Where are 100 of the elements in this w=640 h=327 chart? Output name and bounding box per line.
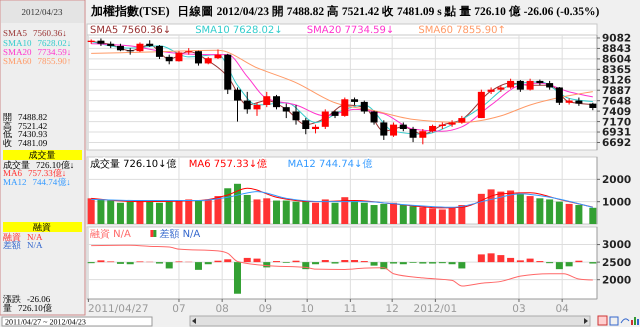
bar	[88, 198, 95, 224]
bar	[478, 254, 485, 262]
chart-subtitle: 日線圖 2012/04/23 開 7488.82 高 7521.42 收 7481.09 s 點 量 726.10 億 -26.06 (-0.35%)	[178, 4, 600, 18]
candlestick	[273, 94, 280, 110]
candlestick	[516, 80, 524, 92]
y-tick-label: 9082	[602, 32, 632, 45]
x-tick-label: 2012/01	[414, 303, 458, 315]
bar	[234, 184, 241, 224]
series-label: 融資 N/A	[90, 228, 132, 240]
bar	[282, 200, 290, 224]
x-tick-label: 09	[258, 303, 272, 315]
bar	[516, 194, 524, 224]
candlestick	[254, 102, 260, 116]
text: 2011/04/27 ~ 2012/04/23	[5, 318, 86, 326]
x-tick-label: 10	[300, 303, 314, 315]
bar	[448, 207, 456, 224]
bar	[526, 258, 534, 262]
text: 低 7430.93	[3, 129, 48, 139]
bar	[224, 188, 232, 224]
bar	[185, 199, 192, 224]
candlestick	[410, 126, 417, 143]
candlestick	[263, 91, 270, 108]
y-tick-label: 2500	[602, 256, 632, 269]
candlestick	[175, 50, 182, 62]
bar	[390, 202, 398, 224]
candlestick	[341, 97, 348, 118]
bar	[254, 258, 260, 262]
bar	[97, 199, 104, 224]
text: 量 726.10億	[3, 303, 52, 313]
bar	[429, 208, 436, 224]
x-tick-label: 07	[172, 303, 186, 315]
bar	[146, 202, 154, 224]
text: MA6 757.33億↓	[3, 168, 66, 178]
text: MA6 757.33↓億	[188, 158, 268, 170]
bar	[438, 209, 446, 224]
candlestick	[322, 108, 329, 130]
bar	[370, 205, 378, 224]
y-tick-label: 6931	[602, 126, 632, 139]
y-tick-label: 2000	[602, 174, 632, 186]
bar	[351, 200, 358, 224]
bar	[322, 199, 329, 224]
text: SMA10 7628.02↓	[195, 25, 283, 36]
text: SMA60 7855.90↑	[3, 56, 72, 66]
chart-title: 加權指數(TSE)	[91, 4, 170, 18]
bar	[507, 190, 514, 224]
candlestick	[156, 44, 163, 60]
bar	[370, 262, 378, 266]
text: 高 7521.42	[3, 121, 48, 131]
text: SMA20 7734.59↓	[3, 47, 72, 57]
y-tick-label: 2000	[602, 274, 632, 286]
candlestick	[370, 110, 378, 126]
bar	[292, 202, 300, 224]
x-tick-label: 08	[215, 303, 229, 315]
text: SMA20 7734.59↓	[306, 25, 394, 36]
line-series	[90, 188, 594, 208]
bar	[341, 197, 348, 224]
text: MA12 744.74↓億	[288, 158, 372, 170]
candlestick	[244, 91, 251, 114]
line-series	[90, 191, 594, 208]
bar	[380, 204, 388, 224]
candlestick	[507, 78, 514, 90]
candlestick	[234, 86, 241, 122]
bar	[312, 202, 320, 224]
text: SMA5 7560.36↓	[3, 28, 67, 38]
bar	[166, 262, 173, 268]
candlestick	[214, 48, 222, 60]
bar	[107, 200, 114, 224]
bar	[419, 207, 426, 224]
bar	[244, 258, 251, 262]
candlestick	[194, 50, 202, 66]
text: 成交量 726.10億↓	[3, 160, 74, 170]
series-label: SMA5 7560.36↓	[90, 25, 172, 36]
bar	[507, 258, 514, 262]
candlestick	[292, 104, 300, 126]
text: 開 7488.82	[3, 112, 48, 122]
bar	[263, 198, 270, 224]
bar	[556, 202, 563, 224]
x-tick-label: 03	[512, 303, 526, 315]
bar	[478, 194, 485, 224]
text: 差額 N/A	[3, 240, 43, 250]
bar	[575, 205, 582, 224]
bar	[302, 200, 310, 224]
candlestick	[380, 120, 388, 140]
y-tick-label: 7887	[602, 84, 632, 97]
bar	[556, 262, 563, 270]
bar	[194, 262, 202, 270]
x-tick-label: 2011/04/27	[88, 303, 149, 315]
legend-label: 差額 N/A	[159, 228, 200, 240]
bar	[204, 199, 212, 224]
bar	[360, 202, 368, 224]
text: SMA60 7855.90↑	[418, 25, 506, 36]
text: 融資 N/A	[3, 232, 43, 242]
text: 收 7481.09	[3, 138, 48, 148]
candlestick	[282, 103, 290, 119]
text: 漲跌 -26.06	[3, 294, 51, 304]
y-tick-label: 8126	[602, 74, 632, 86]
y-tick-label: 8365	[602, 64, 632, 76]
bar	[214, 196, 222, 224]
line-series	[90, 50, 594, 123]
bar	[332, 202, 339, 224]
